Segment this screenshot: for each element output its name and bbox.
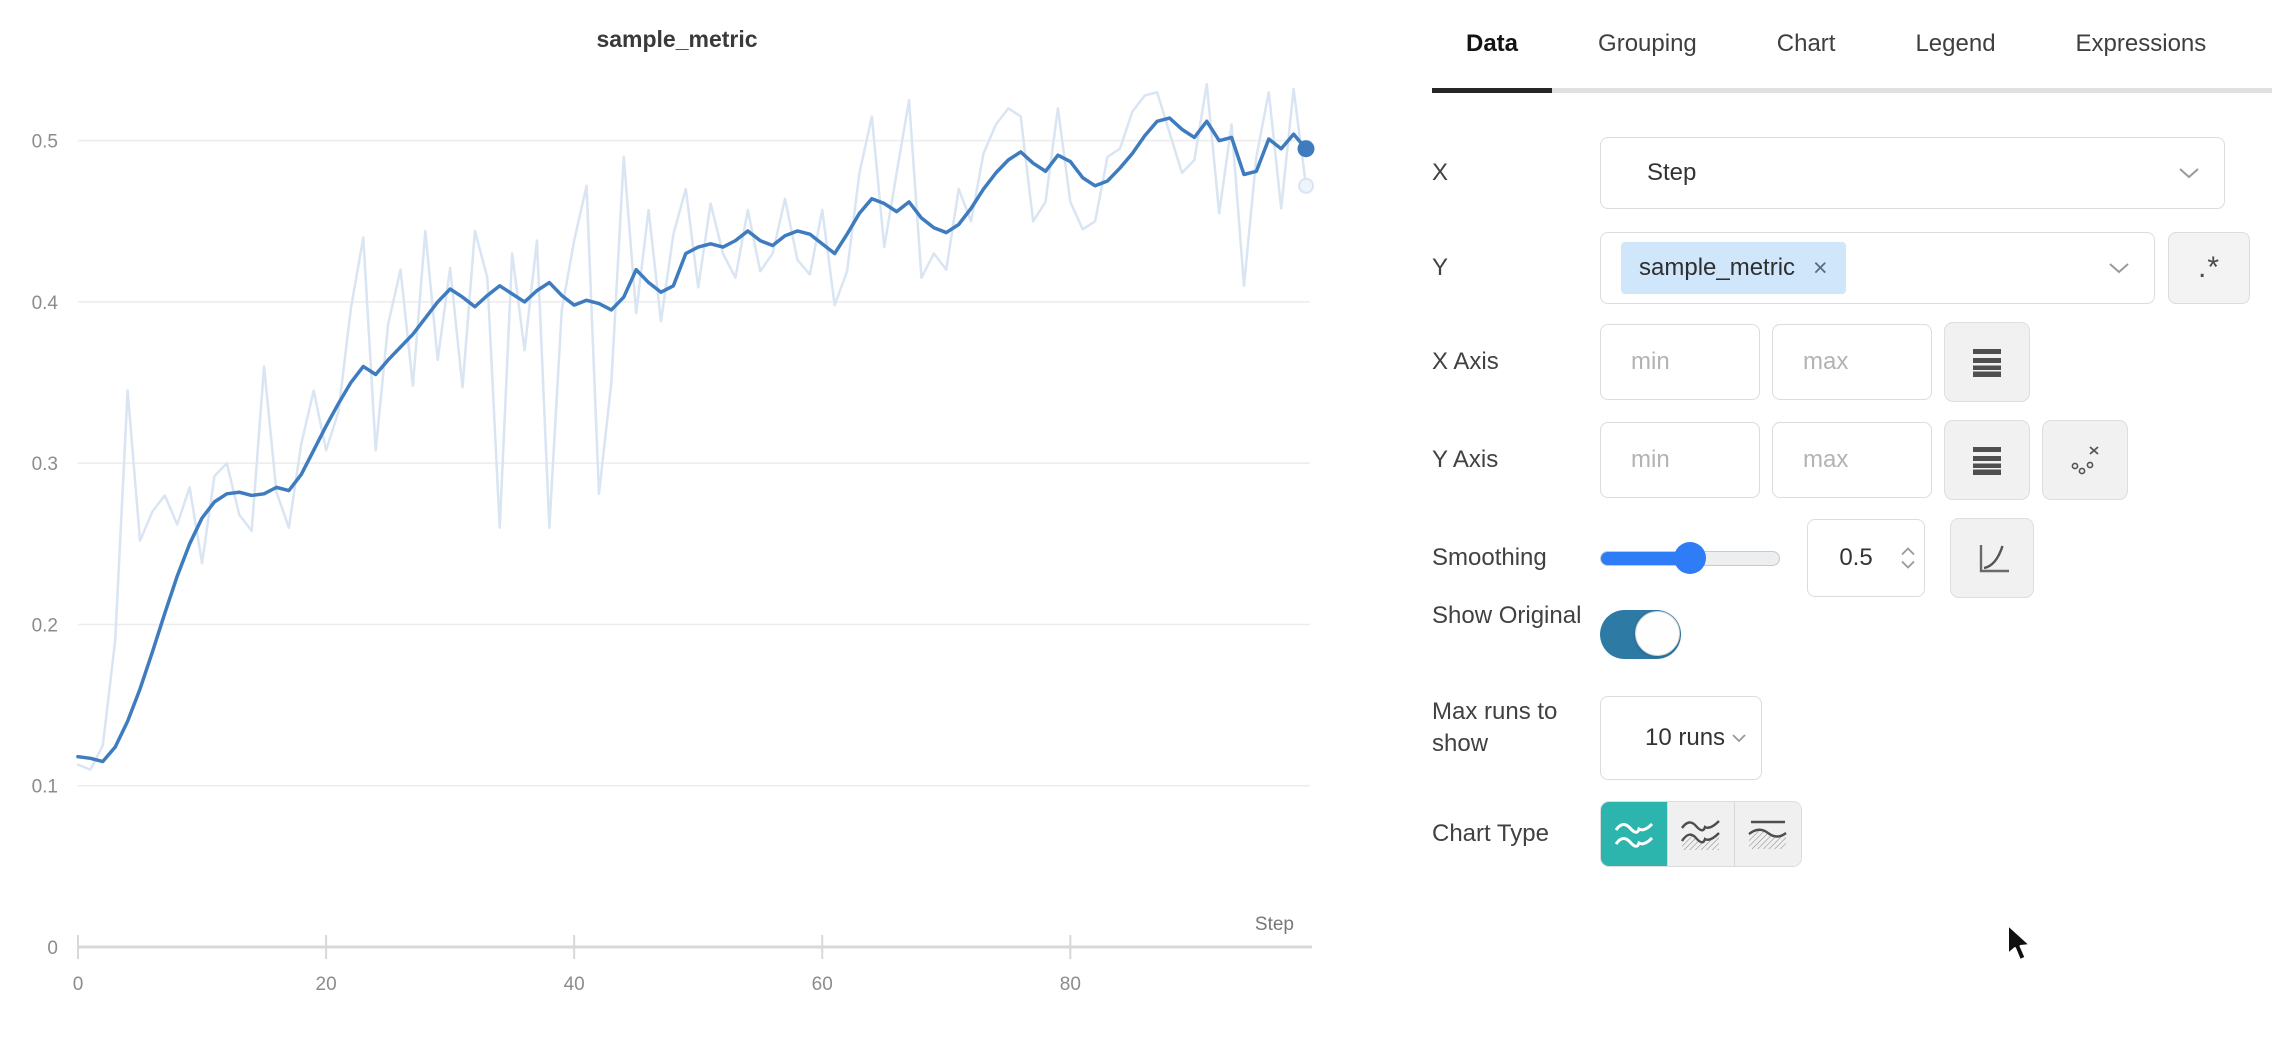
x-axis-row: X Axis: [1432, 322, 2042, 402]
chevron-down-icon: [2179, 168, 2199, 179]
y-axis-min-input[interactable]: [1600, 422, 1760, 498]
regex-toggle-button[interactable]: .*: [2168, 232, 2250, 304]
x-axis-title: Step: [1255, 914, 1294, 935]
chart-type-row: Chart Type: [1432, 801, 1802, 867]
stepper[interactable]: [1901, 547, 1915, 569]
show-original-toggle[interactable]: [1600, 610, 1681, 659]
x-axis-label: X Axis: [1432, 348, 1499, 376]
x-axis-max-input[interactable]: [1772, 324, 1932, 400]
smoothing-slider[interactable]: [1600, 542, 1780, 574]
y-tick-label: 0.5: [32, 132, 58, 153]
chart-type-minmax-button[interactable]: [1734, 802, 1801, 866]
log-scale-icon: [1973, 447, 2001, 475]
y-metric-tag-label: sample_metric: [1639, 254, 1796, 281]
y-label: Y: [1432, 254, 1449, 282]
original-end-dot: [1298, 177, 1314, 194]
chart-type-area-button[interactable]: [1667, 802, 1734, 866]
y-tick-label: 0.1: [32, 777, 58, 798]
y-axis-row: Y Axis: [1432, 420, 2140, 500]
x-tick-label: 0: [73, 974, 84, 995]
smoothing-value-input[interactable]: 0.5: [1807, 519, 1925, 597]
y-tick-label: 0.3: [32, 454, 58, 475]
smoothing-algorithm-button[interactable]: [1950, 518, 2034, 598]
ema-curve-icon: [1979, 545, 2009, 573]
max-runs-value: 10 runs: [1645, 724, 1726, 751]
y-axis-max-input[interactable]: [1772, 422, 1932, 498]
max-runs-row: Max runs to show 10 runs: [1432, 696, 1762, 780]
tab-expressions[interactable]: Expressions: [2075, 30, 2207, 57]
x-log-scale-button[interactable]: [1944, 322, 2030, 402]
chevron-down-icon: [1732, 734, 1746, 743]
chevron-down-icon: [2109, 263, 2129, 274]
metric-line-chart[interactable]: 0 20 40 60 80 0 0.1 0.2 0.3 0.4 0.5 Step: [0, 0, 1430, 1040]
area-plot-icon: [1680, 820, 1720, 850]
max-runs-select[interactable]: 10 runs: [1600, 696, 1762, 780]
chart-type-label: Chart Type: [1432, 820, 1549, 848]
x-label: X: [1432, 159, 1449, 187]
chart-type-line-button[interactable]: [1601, 802, 1667, 866]
smoothing-row: Smoothing 0.5: [1432, 518, 2046, 598]
toggle-knob: [1635, 611, 1680, 656]
y-log-scale-button[interactable]: [1944, 420, 2030, 500]
tab-legend[interactable]: Legend: [1915, 30, 1996, 57]
x-row: X Step: [1432, 137, 2225, 209]
x-tick-label: 20: [316, 974, 337, 995]
x-metric-select[interactable]: Step: [1600, 137, 2225, 209]
y-axis-label: Y Axis: [1432, 446, 1499, 474]
chart-title: sample_metric: [596, 26, 758, 52]
x-tick-label: 60: [812, 974, 833, 995]
smoothing-value: 0.5: [1839, 544, 1873, 571]
chart-type-group: [1600, 801, 1802, 867]
chart-panel: sample_metric 0 20 40 60 80 0 0.1 0.2 0.3 0.4 0.5 S…: [0, 0, 1430, 1040]
show-original-row: Show Original: [1432, 600, 1681, 659]
smoothed-line: [76, 116, 1308, 764]
outliers-icon: [2071, 446, 2099, 475]
max-runs-label: Max runs to show: [1432, 698, 1558, 757]
slider-thumb[interactable]: [1674, 542, 1706, 574]
y-metric-select[interactable]: sample_metric ×: [1600, 232, 2155, 304]
x-metric-value: Step: [1647, 159, 1697, 186]
original-line: [76, 82, 1308, 771]
chevron-up-icon[interactable]: [1901, 547, 1915, 556]
show-original-label: Show Original: [1432, 602, 1582, 629]
tab-data[interactable]: Data: [1432, 0, 1553, 93]
log-scale-icon: [1973, 349, 2001, 377]
tab-bar: Data Grouping Chart Legend Expressions: [1432, 0, 2272, 93]
ignore-outliers-button[interactable]: [2042, 420, 2128, 500]
remove-tag-icon[interactable]: ×: [1813, 253, 1828, 282]
y-metric-tag: sample_metric ×: [1621, 242, 1846, 294]
minmax-plot-icon: [1748, 820, 1787, 849]
x-tick-label: 80: [1060, 974, 1081, 995]
y-row: Y sample_metric × .*: [1432, 232, 2250, 304]
line-plot-icon: [1614, 822, 1654, 848]
y-tick-label: 0.2: [32, 615, 58, 636]
chart-config-panel: Data Grouping Chart Legend Expressions X…: [1424, 0, 2272, 1040]
x-tick-label: 40: [564, 974, 585, 995]
smoothing-label: Smoothing: [1432, 544, 1547, 572]
slider-fill: [1601, 552, 1684, 565]
x-axis-min-input[interactable]: [1600, 324, 1760, 400]
smoothed-end-dot: [1297, 140, 1315, 158]
tab-chart[interactable]: Chart: [1776, 30, 1836, 57]
chevron-down-icon[interactable]: [1901, 560, 1915, 569]
tab-grouping[interactable]: Grouping: [1598, 30, 1697, 57]
y-tick-label: 0: [47, 938, 58, 959]
y-tick-label: 0.4: [32, 293, 59, 314]
